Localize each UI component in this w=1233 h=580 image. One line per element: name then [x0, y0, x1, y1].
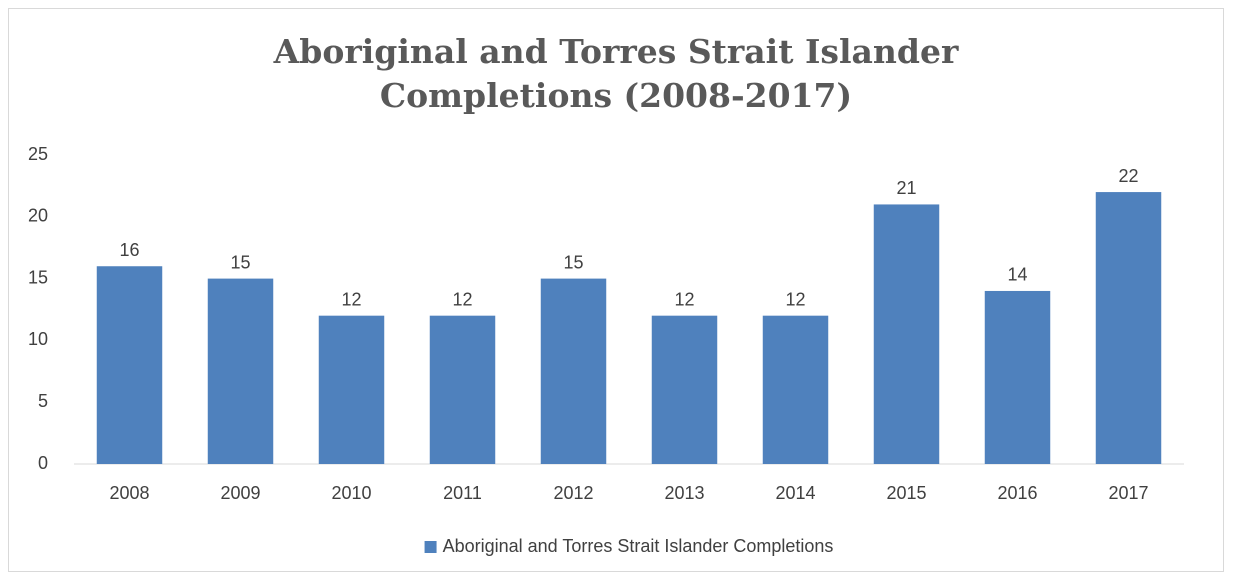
x-tick-label: 2009 — [220, 483, 260, 503]
legend-swatch — [424, 541, 437, 553]
bar — [540, 278, 607, 464]
y-tick-label: 5 — [38, 391, 48, 411]
x-tick-label: 2013 — [664, 483, 704, 503]
data-label: 12 — [452, 289, 472, 309]
bar — [318, 315, 385, 464]
x-tick-label: 2016 — [997, 483, 1037, 503]
bar — [207, 278, 274, 464]
x-tick-label: 2015 — [886, 483, 926, 503]
x-tick-label: 2014 — [775, 483, 815, 503]
x-tick-label: 2010 — [331, 483, 371, 503]
x-tick-label: 2017 — [1108, 483, 1148, 503]
data-label: 15 — [230, 252, 250, 272]
data-label: 14 — [1007, 265, 1027, 285]
bar — [984, 290, 1051, 464]
y-tick-label: 0 — [38, 453, 48, 473]
y-tick-label: 15 — [28, 267, 48, 287]
data-label: 12 — [674, 289, 694, 309]
y-tick-label: 20 — [28, 206, 48, 226]
y-tick-label: 10 — [28, 329, 48, 349]
chart-title: Aboriginal and Torres Strait Islander Co… — [273, 32, 959, 115]
y-tick-label: 25 — [28, 144, 48, 164]
legend-label: Aboriginal and Torres Strait Islander Co… — [443, 536, 834, 556]
x-tick-label: 2011 — [443, 483, 482, 503]
x-tick-label: 2008 — [109, 483, 149, 503]
bar — [873, 204, 940, 464]
data-label: 22 — [1118, 166, 1138, 186]
bar — [762, 315, 829, 464]
data-label: 15 — [563, 252, 583, 272]
bar — [1095, 192, 1162, 464]
data-label: 12 — [785, 289, 805, 309]
data-label: 16 — [119, 240, 139, 260]
x-tick-label: 2012 — [553, 483, 593, 503]
data-label: 12 — [341, 289, 361, 309]
bar — [651, 315, 718, 464]
data-label: 21 — [896, 178, 916, 198]
bar — [96, 266, 163, 464]
bar — [429, 315, 496, 464]
